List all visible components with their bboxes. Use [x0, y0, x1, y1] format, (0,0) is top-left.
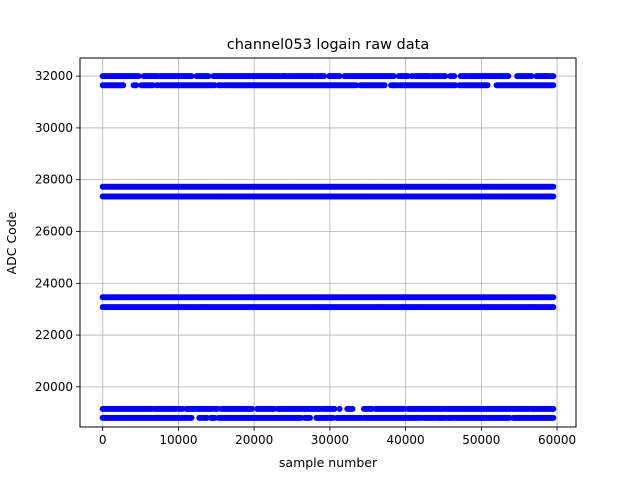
data-point: [442, 73, 449, 80]
data-point: [550, 82, 557, 89]
x-axis-label: sample number: [279, 455, 378, 470]
y-tick-label: 30000: [35, 121, 73, 135]
data-point: [188, 414, 195, 421]
data-point: [307, 414, 313, 421]
data-point: [484, 82, 491, 89]
y-tick-label: 20000: [35, 380, 73, 394]
plot-frame: [79, 57, 577, 428]
y-tick-label: 28000: [35, 173, 73, 187]
data-point: [390, 73, 397, 80]
data-point: [550, 405, 557, 412]
y-axis-ticks: 20000 22000 24000 26000 28000 30000 32000: [35, 69, 80, 394]
data-point: [188, 73, 195, 80]
data-point: [451, 73, 458, 80]
x-tick-label: 20000: [235, 433, 273, 447]
data-point: [205, 73, 212, 80]
y-tick-label: 22000: [35, 328, 73, 342]
data-point: [550, 183, 557, 190]
data-point: [120, 82, 127, 89]
data-point: [381, 82, 388, 89]
y-axis-label: ADC Code: [4, 211, 19, 274]
data-point: [528, 73, 535, 80]
data-point: [336, 73, 343, 80]
x-tick-label: 30000: [311, 433, 349, 447]
x-tick-label: 50000: [462, 433, 500, 447]
y-tick-label: 26000: [35, 224, 73, 238]
y-tick-label: 32000: [35, 69, 73, 83]
x-tick-label: 10000: [159, 433, 197, 447]
data-point: [550, 73, 557, 80]
data-point: [550, 193, 557, 200]
data-point: [321, 73, 328, 80]
x-tick-label: 40000: [387, 433, 425, 447]
data-point: [133, 82, 140, 89]
data-point: [505, 73, 512, 80]
data-point: [249, 405, 255, 412]
y-tick-label: 24000: [35, 276, 73, 290]
chart-title: channel053 logain raw data: [227, 37, 429, 53]
data-point: [550, 414, 557, 421]
x-tick-label: 0: [99, 433, 107, 447]
data-points: [99, 73, 557, 421]
data-point: [550, 304, 557, 311]
x-tick-label: 60000: [538, 433, 576, 447]
data-point: [550, 294, 557, 301]
x-axis-ticks: 0 10000 20000 30000 40000 50000 60000: [99, 427, 576, 447]
data-point: [135, 73, 142, 80]
data-point: [349, 405, 356, 412]
data-point: [336, 405, 343, 412]
data-point: [331, 405, 338, 412]
